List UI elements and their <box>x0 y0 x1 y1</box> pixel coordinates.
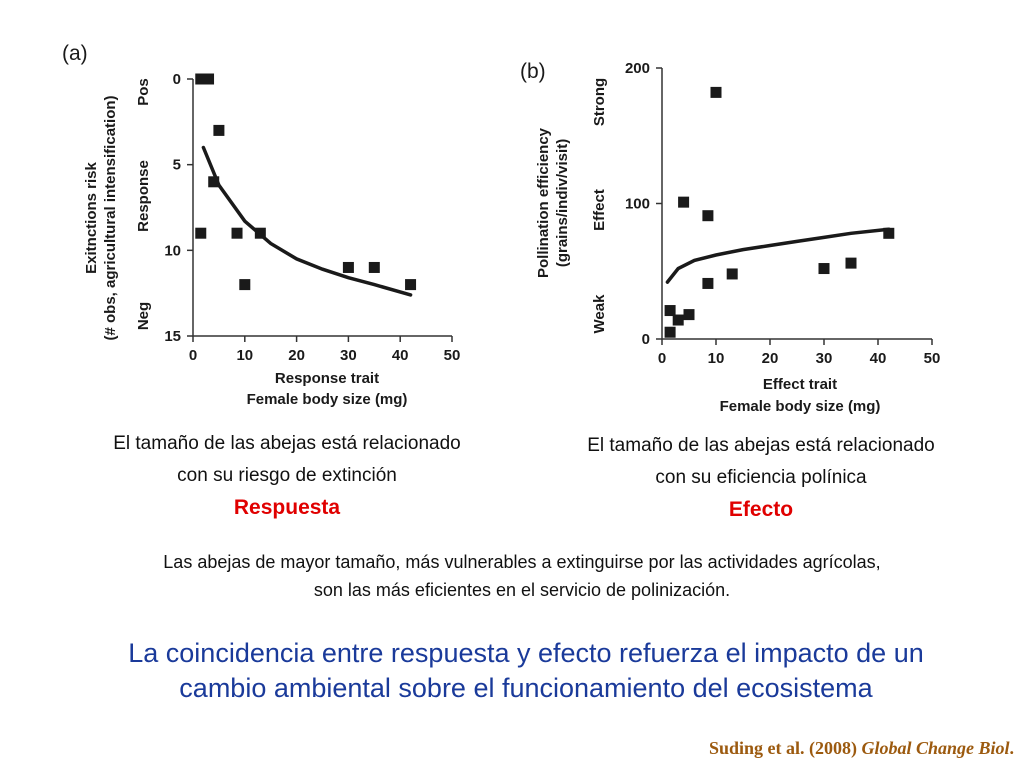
y-side-label-top-a: Pos <box>135 78 152 106</box>
axes-b <box>661 68 932 340</box>
data-point-a <box>405 279 417 291</box>
citation-end: . <box>1009 738 1015 758</box>
caption-right-tag: Efecto <box>728 498 794 521</box>
data-point-a <box>368 261 380 273</box>
data-point-a <box>203 73 215 85</box>
panel-label-a: (a) <box>62 42 88 65</box>
data-point-b <box>678 196 690 208</box>
data-point-b <box>845 257 857 269</box>
data-point-a <box>208 176 220 188</box>
x-tick-label-a: 50 <box>444 347 461 364</box>
x-tick-label-a: 10 <box>236 347 253 364</box>
y-axis-title-a: Exitnctions risk (# obs, agricultural in… <box>83 95 119 340</box>
plot-area-b: 0 10 20 30 40 50 0 100 200 <box>625 60 940 367</box>
caption-right: El tamaño de las abejas está relacionado… <box>546 430 976 526</box>
caption-left-tag: Respuesta <box>233 496 341 519</box>
svg-text:Pollination efficiency: Pollination efficiency <box>535 127 552 278</box>
summary-line2: son las más eficientes en el servicio de… <box>313 580 731 600</box>
summary-line1: Las abejas de mayor tamaño, más vulnerab… <box>163 552 881 572</box>
y-tick-label-a: 10 <box>164 242 181 259</box>
data-point-b <box>702 277 714 289</box>
svg-text:Exitnctions risk: Exitnctions risk <box>83 161 100 273</box>
fit-curve-a <box>201 145 413 297</box>
y-side-label-middle-a: Response <box>135 160 152 232</box>
x-axis-title-a: Response trait <box>275 370 379 387</box>
data-point-b <box>664 305 676 317</box>
x-tick-label-b: 0 <box>658 350 666 367</box>
y-tick-label-b: 0 <box>642 331 650 348</box>
x-tick-label-b: 50 <box>924 350 941 367</box>
y-side-label-bottom-a: Neg <box>135 302 152 330</box>
y-side-label-bottom-b: Weak <box>591 294 608 334</box>
data-point-a <box>231 227 243 239</box>
summary-text: Las abejas de mayor tamaño, más vulnerab… <box>0 548 1024 604</box>
x-axis-subtitle-b: Female body size (mg) <box>720 398 881 415</box>
citation-journal: Global Change Biol <box>861 738 1010 758</box>
x-tick-label-a: 20 <box>288 347 305 364</box>
data-point-a <box>239 279 251 291</box>
x-tick-label-a: 40 <box>392 347 409 364</box>
chart-b: (b) Pollination efficiency (grains/indiv… <box>520 60 940 415</box>
caption-left-line2: con su riesgo de extinción <box>177 465 397 486</box>
conclusion-text: La coincidencia entre respuesta y efecto… <box>0 636 1024 706</box>
caption-left: El tamaño de las abejas está relacionado… <box>72 428 502 524</box>
data-point-b <box>710 86 722 98</box>
y-tick-label-a: 15 <box>164 328 181 345</box>
data-point-b <box>683 309 695 321</box>
x-axis-title-b: Effect trait <box>763 376 837 393</box>
data-point-a <box>195 227 207 239</box>
data-point-b <box>726 268 738 280</box>
conclusion-line2: cambio ambiental sobre el funcionamiento… <box>179 673 873 703</box>
x-tick-label-b: 30 <box>816 350 833 367</box>
data-point-a <box>342 261 354 273</box>
caption-right-line1: El tamaño de las abejas está relacionado <box>587 435 935 456</box>
x-tick-label-b: 40 <box>870 350 887 367</box>
fit-curve-b <box>665 227 891 284</box>
panel-label-b: (b) <box>520 60 546 83</box>
data-point-a <box>254 227 266 239</box>
x-tick-label-b: 20 <box>762 350 779 367</box>
x-tick-label-a: 30 <box>340 347 357 364</box>
svg-text:(# obs, agricultural intensifi: (# obs, agricultural intensification) <box>102 95 119 340</box>
caption-right-line2: con su eficiencia polínica <box>655 467 867 488</box>
data-point-b <box>702 210 714 222</box>
y-tick-label-a: 0 <box>173 71 181 88</box>
data-point-b <box>883 227 895 239</box>
citation: Suding et al. (2008) Global Change Biol. <box>709 738 1014 759</box>
y-tick-label-b: 100 <box>625 196 650 213</box>
caption-left-line1: El tamaño de las abejas está relacionado <box>113 433 461 454</box>
svg-text:(grains/indiv/visit): (grains/indiv/visit) <box>554 139 571 267</box>
data-point-b <box>664 326 676 338</box>
x-axis-subtitle-a: Female body size (mg) <box>247 391 408 408</box>
y-side-label-top-b: Strong <box>591 78 608 126</box>
y-side-label-middle-b: Effect <box>591 189 608 231</box>
data-point-a <box>213 124 225 136</box>
plot-area-a: 0 10 20 30 40 50 0 5 10 15 <box>164 71 460 364</box>
data-point-b <box>672 314 684 326</box>
y-tick-label-b: 200 <box>625 60 650 77</box>
chart-a: (a) Exitnctions risk (# obs, agricultura… <box>62 42 460 408</box>
conclusion-line1: La coincidencia entre respuesta y efecto… <box>128 638 924 668</box>
data-point-b <box>818 263 830 275</box>
x-tick-label-b: 10 <box>708 350 725 367</box>
y-tick-label-a: 5 <box>173 157 181 174</box>
axes-a <box>192 79 452 337</box>
y-axis-title-b: Pollination efficiency (grains/indiv/vis… <box>535 127 571 278</box>
x-tick-label-a: 0 <box>189 347 197 364</box>
citation-authors: Suding et al. (2008) <box>708 738 857 758</box>
